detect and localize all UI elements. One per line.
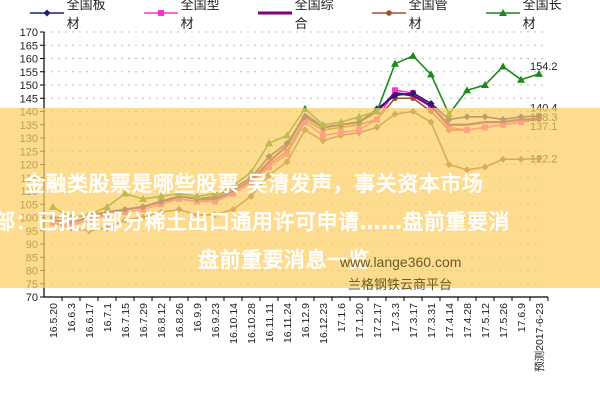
- x-tick-label: 16.10.28: [246, 303, 258, 344]
- x-tick-label: 17.6.9: [516, 303, 528, 332]
- end-value-label: 154.2: [530, 61, 558, 73]
- y-tick-label: 150: [20, 80, 38, 92]
- legend-label: 全国管材: [408, 0, 448, 31]
- watermark-url: www.lange360.com: [340, 254, 462, 270]
- legend-item[interactable]: 全国板材: [30, 0, 118, 31]
- x-tick-label: 16.6.3: [66, 303, 78, 332]
- x-tick-label: 16.8.12: [156, 303, 168, 338]
- legend-item[interactable]: 全国综合: [258, 0, 346, 31]
- legend-item[interactable]: 全国管材: [372, 0, 460, 31]
- x-tick-label: 16.8.26: [174, 303, 186, 338]
- y-tick-label: 155: [20, 67, 38, 79]
- circle-marker-icon: [372, 10, 406, 16]
- chart-legend: 全国板材 全国型材 全国综合 全国管材 全国长材: [30, 0, 600, 31]
- x-tick-label: 16.12.9: [300, 303, 312, 338]
- legend-label: 全国板材: [66, 0, 106, 31]
- legend-item[interactable]: 全国长材: [486, 0, 574, 31]
- y-tick-label: 145: [20, 93, 38, 105]
- legend-item[interactable]: 全国型材: [144, 0, 232, 31]
- x-tick-label: 17.3.3: [390, 303, 402, 332]
- x-tick-label: 16.11.11: [264, 303, 276, 342]
- watermark-name: 兰格钢铁云商平台: [348, 278, 453, 293]
- x-tick-label: 17.5.26: [498, 303, 510, 338]
- square-marker-icon: [144, 10, 178, 16]
- headline-line-3[interactable]: 盘前重要消息一览: [198, 248, 370, 272]
- x-tick-label: 16.11.24: [282, 303, 294, 343]
- x-tick-label: 16.6.17: [84, 303, 96, 338]
- legend-label: 全国综合: [294, 0, 334, 31]
- x-tick-label: 16.9.9: [192, 303, 204, 332]
- x-tick-label: 17.3.17: [408, 303, 420, 338]
- triangle-marker-icon: [486, 9, 520, 16]
- y-tick-label: 160: [20, 54, 38, 66]
- headline-line-2[interactable]: 部：已批准部分稀土出口通用许可申请……盘前重要消: [0, 210, 510, 234]
- x-tick-label: 17.4.28: [462, 303, 474, 338]
- x-tick-label: 16.7.1: [102, 303, 114, 332]
- x-tick-label: 17.5.12: [480, 303, 492, 338]
- x-tick-label: 16.10.14: [228, 303, 240, 344]
- y-tick-label: 165: [20, 40, 38, 52]
- x-tick-label: 预测2017-6-23: [533, 303, 546, 372]
- x-tick-label: 16.7.29: [138, 303, 150, 338]
- diamond-marker-icon: [30, 9, 64, 17]
- x-tick-label: 17.1.20: [354, 303, 366, 338]
- x-tick-label: 17.1.6: [336, 303, 348, 332]
- x-tick-label: 16.5.20: [48, 303, 60, 338]
- y-tick-label: 170: [20, 27, 38, 39]
- legend-label: 全国长材: [522, 0, 562, 31]
- x-tick-label: 16.7.15: [120, 303, 132, 338]
- x-tick-label: 16.9.23: [210, 303, 222, 338]
- y-tick-label: 70: [26, 292, 38, 304]
- legend-label: 全国型材: [180, 0, 220, 31]
- headline-overlay: [0, 108, 600, 288]
- x-tick-label: 17.3.31: [426, 303, 438, 338]
- headline-line-1[interactable]: 金融类股票是哪些股票 吴清发声，事关资本市场: [24, 172, 484, 196]
- x-tick-label: 17.4.14: [444, 303, 456, 338]
- x-tick-label: 16.12.23: [318, 303, 330, 344]
- x-tick-label: 17.2.17: [372, 303, 384, 338]
- none-marker-icon: [258, 11, 292, 15]
